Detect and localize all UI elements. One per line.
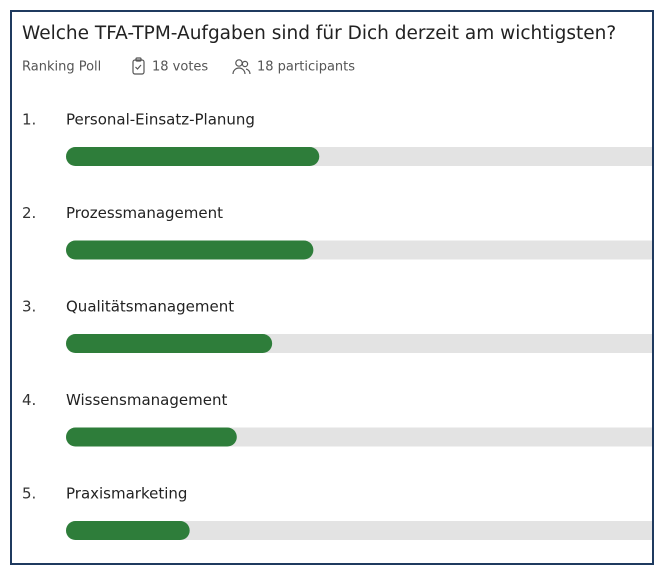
bar	[66, 427, 237, 447]
bar	[66, 147, 320, 166]
bar-track	[66, 521, 652, 540]
rank: 4.	[22, 391, 36, 409]
rank: 2.	[22, 204, 36, 222]
bar	[66, 240, 314, 260]
bar	[66, 334, 273, 353]
participants: 18 participants	[257, 60, 355, 75]
rank: 1.	[22, 111, 36, 129]
option-label: Personal-Einsatz-Planung	[66, 111, 255, 129]
option-label: Wissensmanagement	[66, 391, 227, 409]
votes-icon	[132, 57, 145, 75]
option-label: Prozessmanagement	[66, 204, 223, 222]
option-label: Qualitätsmanagement	[66, 298, 234, 316]
participants-icon	[232, 59, 251, 75]
bar	[66, 521, 190, 540]
poll-title: Welche TFA-TPM-Aufgaben sind für Dich de…	[22, 23, 616, 44]
rank: 5.	[22, 485, 36, 503]
votes: 18 votes	[152, 60, 208, 75]
poll-type: Ranking Poll	[22, 60, 101, 75]
poll-card: Welche TFA-TPM-Aufgaben sind für Dich de…	[10, 10, 654, 565]
rank: 3.	[22, 298, 36, 316]
poll: Welche TFA-TPM-Aufgaben sind für Dich de…	[22, 23, 652, 540]
option-label: Praxismarketing	[66, 485, 187, 503]
